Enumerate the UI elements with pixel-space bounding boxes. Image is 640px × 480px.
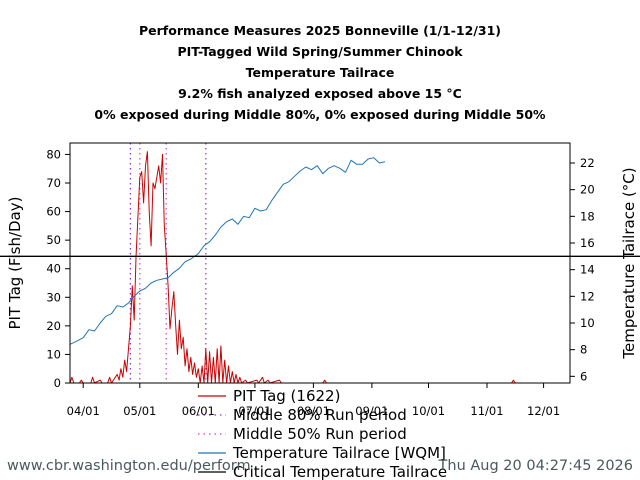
x-tick-label: 11/01 xyxy=(470,404,503,418)
pit-tag-series-line xyxy=(69,151,570,384)
x-axis-ticks: 04/01 05/01 06/01 07/01 08/01 09/01 10/01 11/01… xyxy=(67,383,560,418)
left-y-tick-label: 10 xyxy=(46,347,61,361)
x-tick-label: 09/01 xyxy=(355,404,388,418)
right-y-tick-label: 18 xyxy=(580,209,595,223)
x-tick-label: 04/01 xyxy=(67,404,100,418)
title-line: Temperature Tailrace xyxy=(246,65,395,80)
right-y-tick-label: 12 xyxy=(580,289,595,303)
left-y-tick-label: 70 xyxy=(46,176,61,190)
right-y-axis-ticks: 6 8 10 12 14 16 18 20 22 xyxy=(570,156,595,383)
title-line: PIT-Tagged Wild Spring/Summer Chinook xyxy=(177,44,463,59)
left-y-axis-label: PIT Tag (Fish/Day) xyxy=(6,197,24,330)
left-y-tick-label: 0 xyxy=(54,376,61,390)
title-line: 9.2% fish analyzed exposed above 15 °C xyxy=(178,86,462,101)
legend: PIT Tag (1622)Middle 80% Run periodMiddl… xyxy=(198,387,447,480)
title-line: 0% exposed during Middle 80%, 0% exposed… xyxy=(94,107,546,122)
x-tick-label: 10/01 xyxy=(412,404,445,418)
right-y-tick-label: 10 xyxy=(580,316,595,330)
right-y-tick-label: 8 xyxy=(580,343,587,357)
x-tick-label: 06/01 xyxy=(182,404,215,418)
right-y-tick-label: 16 xyxy=(580,236,595,250)
right-y-tick-label: 22 xyxy=(580,156,595,170)
temperature-series-line xyxy=(69,157,386,345)
left-y-tick-label: 20 xyxy=(46,319,61,333)
legend-label: Middle 50% Run period xyxy=(233,425,407,443)
middle-50-run-lines xyxy=(139,143,167,383)
left-y-tick-label: 40 xyxy=(46,262,61,276)
left-y-tick-label: 80 xyxy=(46,147,61,161)
chart-title: Performance Measures 2025 Bonneville (1/… xyxy=(94,23,546,122)
left-y-tick-label: 60 xyxy=(46,205,61,219)
legend-label: Temperature Tailrace [WQM] xyxy=(232,444,446,462)
x-tick-label: 12/01 xyxy=(527,404,560,418)
left-y-tick-label: 30 xyxy=(46,290,61,304)
right-y-tick-label: 14 xyxy=(580,263,595,277)
x-tick-label: 08/01 xyxy=(297,404,330,418)
right-y-tick-label: 6 xyxy=(580,369,587,383)
x-tick-label: 07/01 xyxy=(238,404,271,418)
legend-label: Critical Temperature Tailrace xyxy=(233,463,447,480)
left-y-axis-ticks: 0 10 20 30 40 50 60 70 80 xyxy=(46,147,70,390)
legend-label: Middle 80% Run period xyxy=(233,406,407,424)
middle-80-run-lines xyxy=(129,143,207,383)
title-line: Performance Measures 2025 Bonneville (1/… xyxy=(139,23,501,38)
footer-timestamp: Thu Aug 20 04:27:45 2026 xyxy=(438,458,633,474)
legend-label: PIT Tag (1622) xyxy=(233,387,340,405)
right-y-tick-label: 20 xyxy=(580,183,595,197)
series-layer xyxy=(69,151,570,384)
right-y-axis-label: Temperature Tailrace (°C) xyxy=(620,167,638,359)
x-tick-label: 05/01 xyxy=(123,404,156,418)
left-y-tick-label: 50 xyxy=(46,233,61,247)
footer-source-url[interactable]: www.cbr.washington.edu/perform xyxy=(7,458,251,474)
plot-frame xyxy=(69,142,571,384)
